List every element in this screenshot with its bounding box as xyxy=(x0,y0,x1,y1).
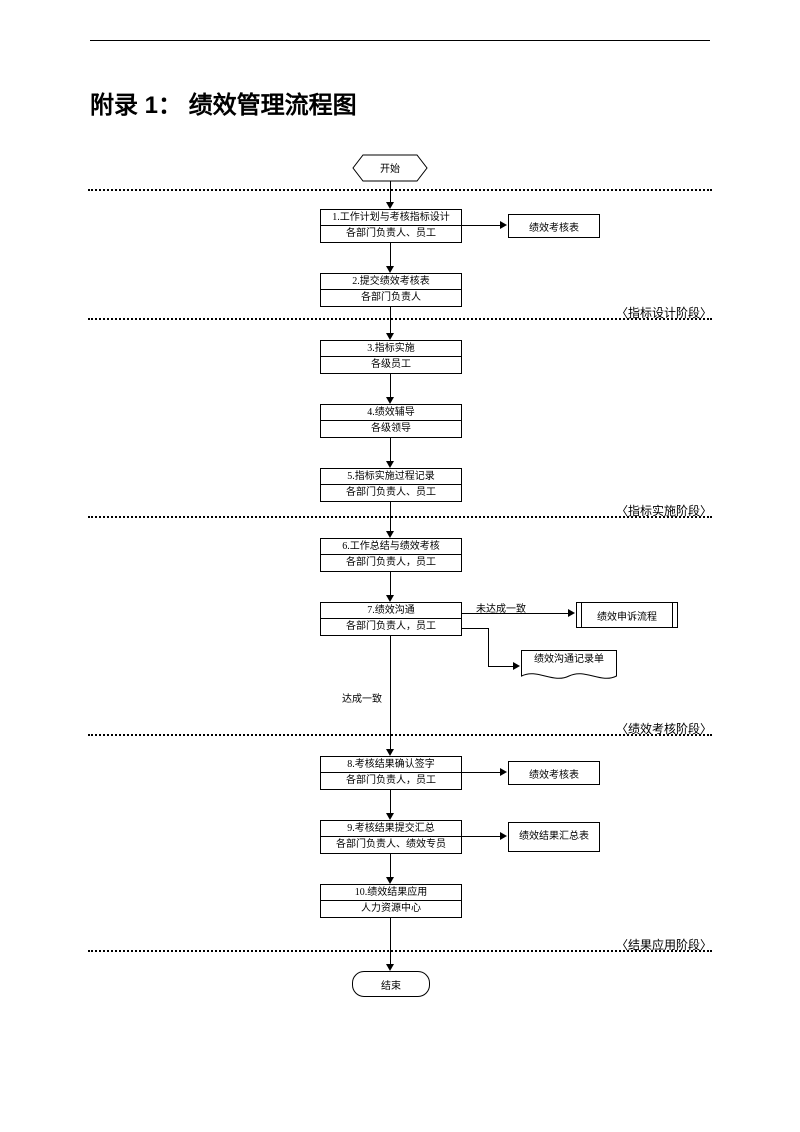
step-3-sub: 各级员工 xyxy=(321,357,461,372)
step-2-sub: 各部门负责人 xyxy=(321,290,461,305)
step-4: 4.绩效辅导 各级领导 xyxy=(320,404,462,438)
conn-7-record-h xyxy=(462,628,488,629)
step-4-sub: 各级领导 xyxy=(321,421,461,436)
start-label: 开始 xyxy=(353,160,427,175)
step-6-title: 6.工作总结与绩效考核 xyxy=(321,539,461,555)
label-agree: 达成一致 xyxy=(342,690,382,705)
arrow-3-4 xyxy=(390,374,391,397)
step-9-title: 9.考核结果提交汇总 xyxy=(321,821,461,837)
arrowhead-7-record xyxy=(513,662,520,670)
flowchart: 开始 〈指标设计阶段〉 〈指标实施阶段〉 〈绩效考核阶段〉 〈结果应用阶段〉 1… xyxy=(88,150,712,1020)
record-doc-label: 绩效沟通记录单 xyxy=(521,654,617,666)
step-10-title: 10.绩效结果应用 xyxy=(321,885,461,901)
arrowhead-3-4 xyxy=(386,397,394,404)
arrowhead-1-2 xyxy=(386,266,394,273)
step-8-title: 8.考核结果确认签字 xyxy=(321,757,461,773)
arrow-1-2 xyxy=(390,243,391,266)
step-4-title: 4.绩效辅导 xyxy=(321,405,461,421)
arrowhead-5-6 xyxy=(386,531,394,538)
arrow-9-10 xyxy=(390,854,391,877)
doc-step8: 绩效考核表 xyxy=(508,761,600,785)
arrow-10-end xyxy=(390,918,391,964)
step-5-sub: 各部门负责人、员工 xyxy=(321,485,461,500)
phase-4-label: 〈结果应用阶段〉 xyxy=(616,936,712,953)
conn-9-doc xyxy=(462,836,500,837)
doc-step9: 绩效结果汇总表 xyxy=(508,822,600,852)
step-7-sub: 各部门负责人，员工 xyxy=(321,619,461,634)
step-2-title: 2.提交绩效考核表 xyxy=(321,274,461,290)
step-9-sub: 各部门负责人、绩效专员 xyxy=(321,837,461,852)
step-7: 7.绩效沟通 各部门负责人，员工 xyxy=(320,602,462,636)
conn-7-record-h2 xyxy=(488,666,513,667)
arrowhead-9-doc xyxy=(500,832,507,840)
step-10-sub: 人力资源中心 xyxy=(321,901,461,916)
phase-1-label: 〈指标设计阶段〉 xyxy=(616,304,712,321)
arrowhead-7-8 xyxy=(386,749,394,756)
arrowhead-8-doc xyxy=(500,768,507,776)
label-not-agree: 未达成一致 xyxy=(476,600,526,615)
step-7-title: 7.绩效沟通 xyxy=(321,603,461,619)
arrow-4-5 xyxy=(390,438,391,461)
step-8-sub: 各部门负责人，员工 xyxy=(321,773,461,788)
end-node: 结束 xyxy=(352,971,430,997)
arrow-2-3 xyxy=(390,307,391,333)
appeal-box-label: 绩效申诉流程 xyxy=(597,608,657,623)
step-6: 6.工作总结与绩效考核 各部门负责人，员工 xyxy=(320,538,462,572)
appeal-box: 绩效申诉流程 xyxy=(576,602,678,628)
arrowhead-6-7 xyxy=(386,595,394,602)
arrowhead-4-5 xyxy=(386,461,394,468)
divider-1 xyxy=(88,189,712,191)
step-1: 1.工作计划与考核指标设计 各部门负责人、员工 xyxy=(320,209,462,243)
doc-step1: 绩效考核表 xyxy=(508,214,600,238)
step-5: 5.指标实施过程记录 各部门负责人、员工 xyxy=(320,468,462,502)
step-10: 10.绩效结果应用 人力资源中心 xyxy=(320,884,462,918)
conn-8-doc xyxy=(462,772,500,773)
arrowhead-7-appeal xyxy=(568,609,575,617)
phase-2-label: 〈指标实施阶段〉 xyxy=(616,502,712,519)
top-rule xyxy=(90,40,710,41)
arrowhead-start-1 xyxy=(386,202,394,209)
step-3-title: 3.指标实施 xyxy=(321,341,461,357)
step-1-sub: 各部门负责人、员工 xyxy=(321,226,461,241)
arrow-5-6 xyxy=(390,502,391,531)
step-2: 2.提交绩效考核表 各部门负责人 xyxy=(320,273,462,307)
conn-7-record-v xyxy=(488,628,489,666)
step-6-sub: 各部门负责人，员工 xyxy=(321,555,461,570)
arrowhead-10-end xyxy=(386,964,394,971)
arrowhead-2-3 xyxy=(386,333,394,340)
arrow-8-9 xyxy=(390,790,391,813)
arrowhead-9-10 xyxy=(386,877,394,884)
page-title: 附录 1： 绩效管理流程图 xyxy=(90,85,357,120)
arrow-start-1 xyxy=(390,181,391,202)
step-1-title: 1.工作计划与考核指标设计 xyxy=(321,210,461,226)
conn-1-doc xyxy=(462,225,500,226)
step-3: 3.指标实施 各级员工 xyxy=(320,340,462,374)
step-9: 9.考核结果提交汇总 各部门负责人、绩效专员 xyxy=(320,820,462,854)
page: 附录 1： 绩效管理流程图 开始 〈指标设计阶段〉 〈指标实施阶段〉 〈绩效考核… xyxy=(0,0,800,1132)
arrowhead-8-9 xyxy=(386,813,394,820)
arrow-7-8 xyxy=(390,636,391,749)
arrowhead-1-doc xyxy=(500,221,507,229)
step-8: 8.考核结果确认签字 各部门负责人，员工 xyxy=(320,756,462,790)
phase-3-label: 〈绩效考核阶段〉 xyxy=(616,720,712,737)
arrow-6-7 xyxy=(390,572,391,595)
step-5-title: 5.指标实施过程记录 xyxy=(321,469,461,485)
